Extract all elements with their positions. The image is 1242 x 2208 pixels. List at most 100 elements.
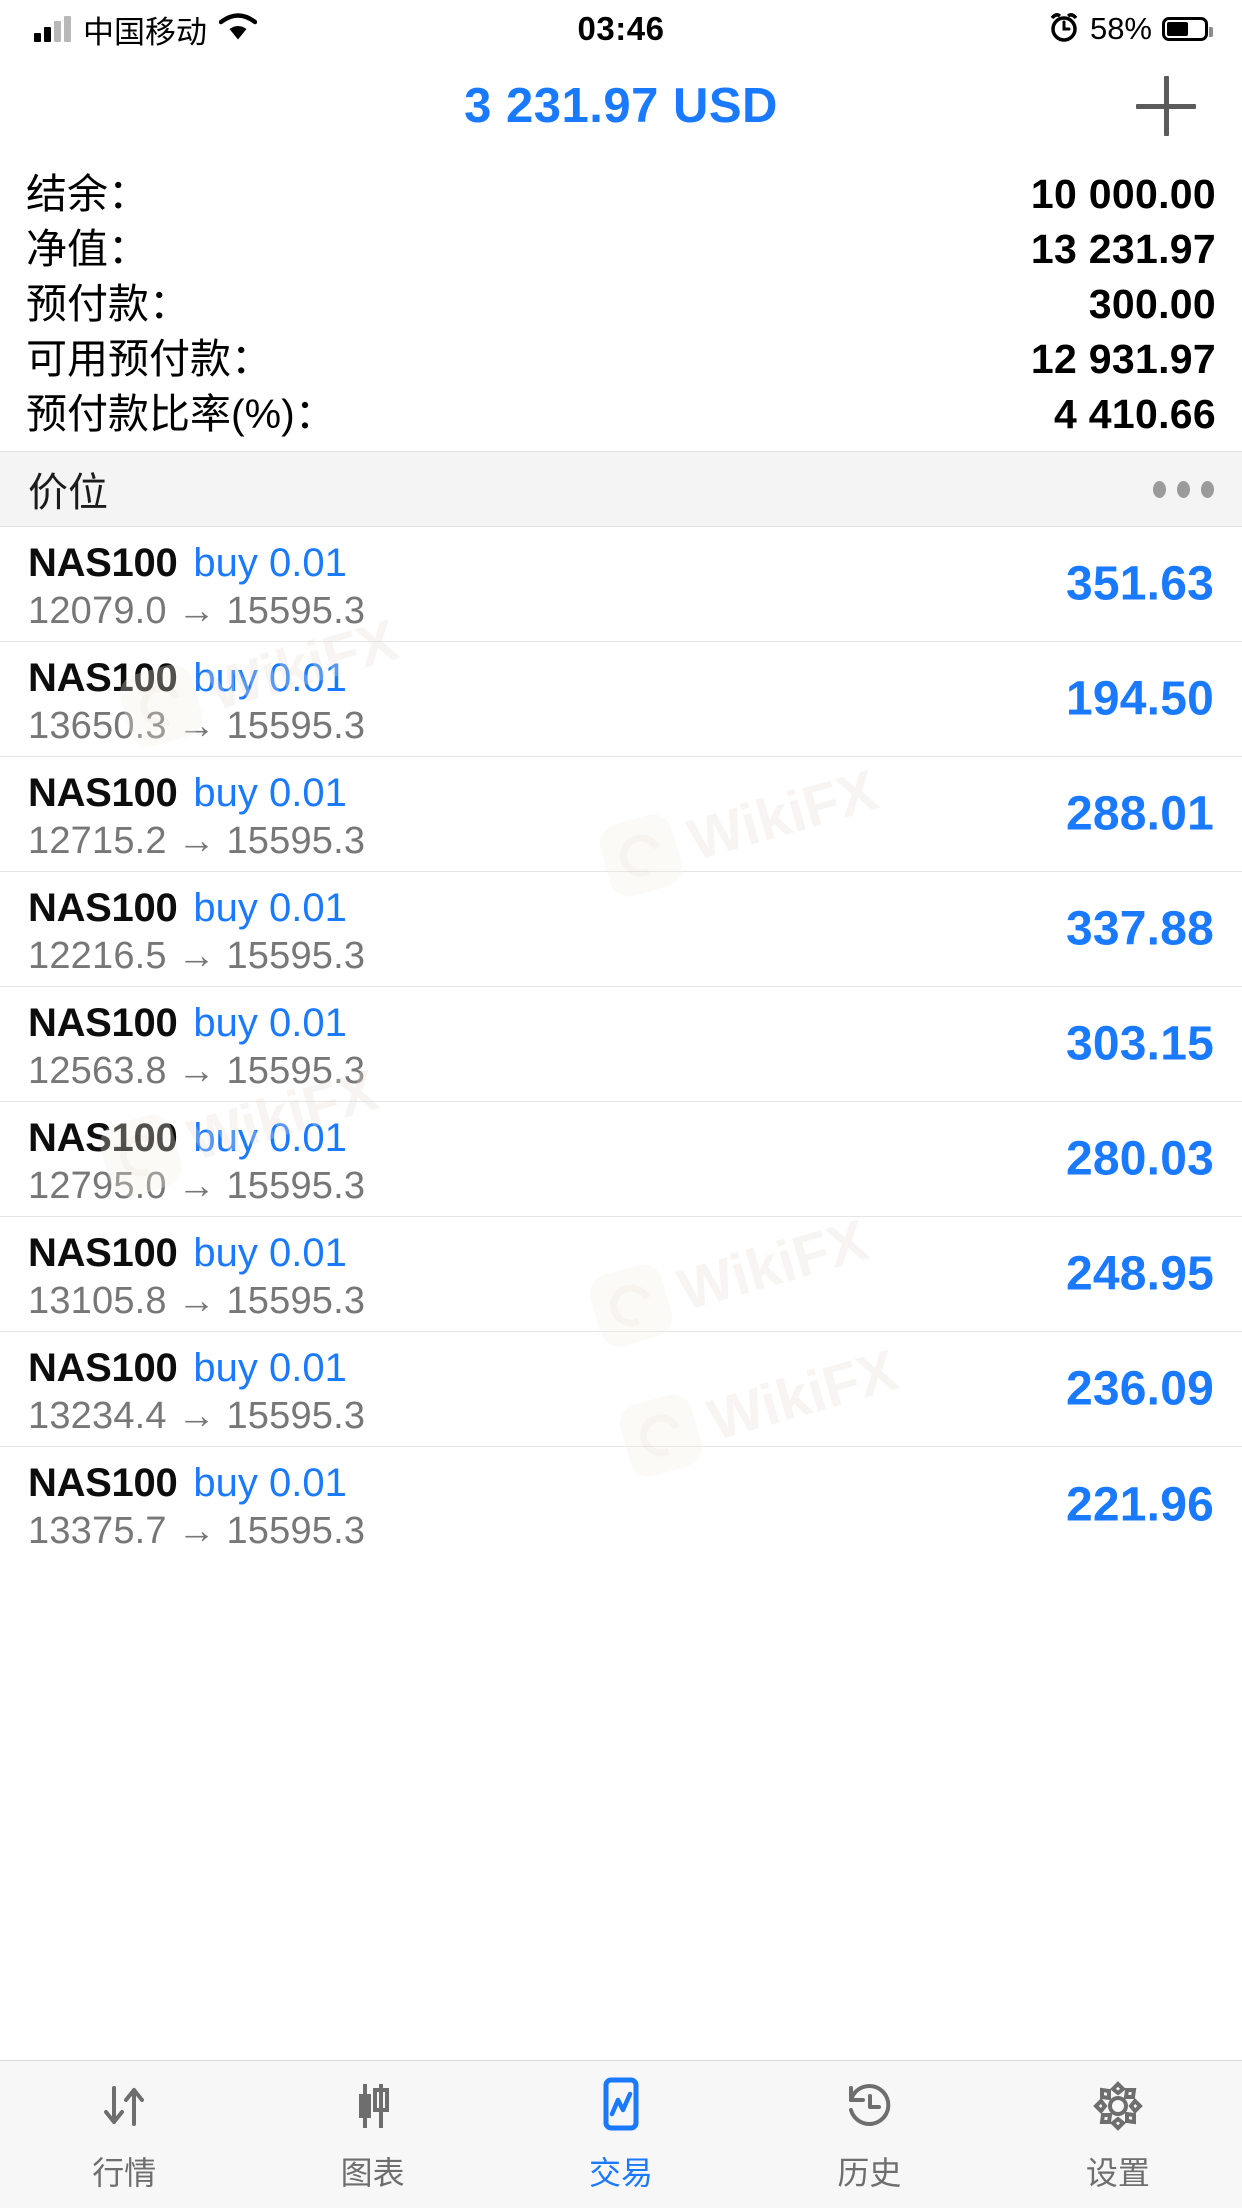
- position-headline: NAS100 buy 0.01: [28, 1116, 1214, 1161]
- table-row[interactable]: NAS100 buy 0.01 13105.8 → 15595.3 248.95: [0, 1217, 1242, 1332]
- position-prices: 13650.3 → 15595.3: [28, 705, 366, 747]
- position-profit: 236.09: [1065, 1362, 1214, 1416]
- position-headline: NAS100 buy 0.01: [28, 1001, 1214, 1046]
- position-headline: NAS100 buy 0.01: [28, 656, 1214, 701]
- position-profit: 248.95: [1065, 1247, 1214, 1301]
- summary-row-balance: 结余： 10 000.00: [26, 160, 1216, 217]
- bottom-tab-bar: 行情 图表 交易 历史 设置: [0, 2060, 1242, 2208]
- position-symbol: NAS100: [28, 771, 178, 815]
- account-profit-title: 3 231.97 USD: [464, 79, 778, 133]
- tab-charts[interactable]: 图表: [248, 2076, 496, 2194]
- summary-row-free-margin: 可用预付款： 12 931.97: [26, 325, 1216, 382]
- position-prices: 13375.7 → 15595.3: [28, 1510, 366, 1552]
- position-profit: 337.88: [1065, 902, 1214, 956]
- position-headline: NAS100 buy 0.01: [28, 1346, 1214, 1391]
- position-symbol: NAS100: [28, 1231, 178, 1275]
- tab-label: 图表: [340, 2154, 405, 2191]
- position-side-volume: buy 0.01: [193, 1231, 347, 1275]
- position-headline: NAS100 buy 0.01: [28, 886, 1214, 931]
- position-side-volume: buy 0.01: [193, 1116, 347, 1160]
- position-symbol: NAS100: [28, 1116, 178, 1160]
- position-symbol: NAS100: [28, 1346, 178, 1390]
- position-prices: 12715.2 → 15595.3: [28, 820, 366, 862]
- position-prices: 12079.0 → 15595.3: [28, 590, 366, 632]
- position-side-volume: buy 0.01: [193, 771, 347, 815]
- position-side-volume: buy 0.01: [193, 1346, 347, 1390]
- position-symbol: NAS100: [28, 886, 178, 930]
- table-row[interactable]: NAS100 buy 0.01 12079.0 → 15595.3 351.63: [0, 527, 1242, 642]
- position-profit: 288.01: [1065, 787, 1214, 841]
- tab-label: 设置: [1085, 2154, 1150, 2191]
- position-headline: NAS100 buy 0.01: [28, 771, 1214, 816]
- summary-value: 300.00: [1088, 281, 1216, 327]
- tab-history[interactable]: 历史: [745, 2076, 993, 2194]
- position-prices: 13105.8 → 15595.3: [28, 1280, 366, 1322]
- status-bar: 中国移动 03:46 58%: [0, 0, 1242, 58]
- tab-label: 历史: [837, 2154, 902, 2191]
- position-headline: NAS100 buy 0.01: [28, 1461, 1214, 1506]
- summary-label: 预付款：: [26, 281, 190, 327]
- positions-list: NAS100 buy 0.01 12079.0 → 15595.3 351.63…: [0, 527, 1242, 1562]
- position-headline: NAS100 buy 0.01: [28, 1231, 1214, 1276]
- app-header: 3 231.97 USD: [0, 58, 1242, 154]
- position-prices: 12216.5 → 15595.3: [28, 935, 366, 977]
- position-profit: 303.15: [1065, 1017, 1214, 1071]
- wifi-icon: [218, 12, 258, 47]
- position-side-volume: buy 0.01: [193, 541, 347, 585]
- table-row[interactable]: NAS100 buy 0.01 13375.7 → 15595.3 221.96: [0, 1447, 1242, 1562]
- summary-value: 10 000.00: [1030, 171, 1216, 217]
- position-side-volume: buy 0.01: [193, 656, 347, 700]
- summary-label: 可用预付款：: [26, 336, 272, 382]
- summary-value: 12 931.97: [1030, 336, 1216, 382]
- trade-phone-chart-icon: [593, 2076, 649, 2136]
- tab-label: 交易: [589, 2154, 654, 2191]
- summary-label: 结余：: [26, 171, 149, 217]
- position-prices: 13234.4 → 15595.3: [28, 1395, 366, 1437]
- battery-percent-label: 58%: [1089, 11, 1152, 46]
- signal-bars-icon: [34, 16, 71, 42]
- tab-settings[interactable]: 设置: [994, 2076, 1242, 2194]
- table-row[interactable]: NAS100 buy 0.01 12715.2 → 15595.3 288.01: [0, 757, 1242, 872]
- plus-icon[interactable]: [1136, 76, 1196, 136]
- alarm-clock-icon: [1048, 11, 1080, 48]
- summary-row-margin-level: 预付款比率(%)： 4 410.66: [26, 380, 1216, 437]
- summary-label: 净值：: [26, 226, 149, 272]
- position-symbol: NAS100: [28, 1001, 178, 1045]
- summary-label: 预付款比率(%)：: [26, 391, 336, 437]
- tab-label: 行情: [92, 2154, 157, 2191]
- tab-trade[interactable]: 交易: [497, 2076, 745, 2194]
- summary-value: 13 231.97: [1030, 226, 1216, 272]
- position-profit: 221.96: [1065, 1478, 1214, 1531]
- position-prices: 12563.8 → 15595.3: [28, 1050, 366, 1092]
- position-profit: 351.63: [1065, 557, 1214, 611]
- quotes-arrows-icon: [96, 2076, 152, 2136]
- position-side-volume: buy 0.01: [193, 1001, 347, 1045]
- gear-icon: [1090, 2076, 1146, 2136]
- position-symbol: NAS100: [28, 541, 178, 585]
- battery-icon: [1162, 17, 1213, 41]
- table-row[interactable]: NAS100 buy 0.01 12795.0 → 15595.3 280.03: [0, 1102, 1242, 1217]
- tab-quotes[interactable]: 行情: [0, 2076, 248, 2194]
- table-row[interactable]: NAS100 buy 0.01 13650.3 → 15595.3 194.50: [0, 642, 1242, 757]
- position-prices: 12795.0 → 15595.3: [28, 1165, 366, 1207]
- account-summary: 结余： 10 000.00 净值： 13 231.97 预付款： 300.00 …: [0, 154, 1242, 451]
- status-bar-left: 中国移动: [34, 7, 258, 52]
- candlestick-chart-icon: [345, 2076, 401, 2136]
- summary-row-equity: 净值： 13 231.97: [26, 215, 1216, 272]
- position-symbol: NAS100: [28, 656, 178, 700]
- status-bar-time: 03:46: [577, 10, 665, 47]
- more-options-icon[interactable]: [1153, 480, 1214, 498]
- table-row[interactable]: NAS100 buy 0.01 12216.5 → 15595.3 337.88: [0, 872, 1242, 987]
- table-row[interactable]: NAS100 buy 0.01 12563.8 → 15595.3 303.15: [0, 987, 1242, 1102]
- positions-section-title: 价位: [28, 471, 108, 515]
- carrier-label: 中国移动: [83, 14, 207, 50]
- position-side-volume: buy 0.01: [193, 1461, 347, 1505]
- summary-row-margin: 预付款： 300.00: [26, 270, 1216, 327]
- table-row[interactable]: NAS100 buy 0.01 13234.4 → 15595.3 236.09: [0, 1332, 1242, 1447]
- position-headline: NAS100 buy 0.01: [28, 541, 1214, 586]
- history-clock-icon: [841, 2076, 897, 2136]
- position-side-volume: buy 0.01: [193, 886, 347, 930]
- position-symbol: NAS100: [28, 1461, 178, 1505]
- position-profit: 194.50: [1065, 672, 1214, 726]
